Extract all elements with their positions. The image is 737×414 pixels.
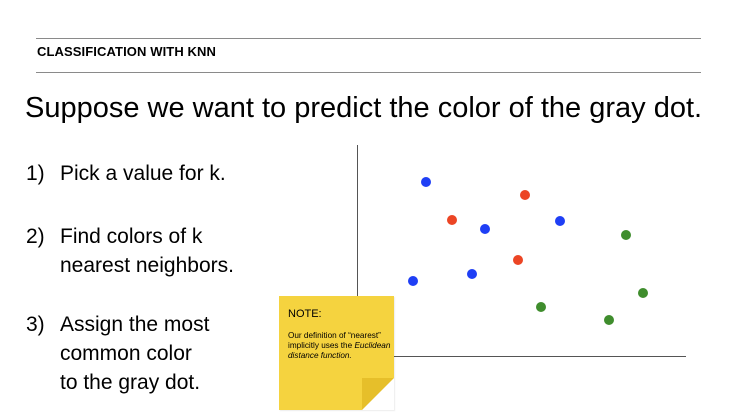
note-folded-corner	[362, 378, 394, 410]
note-title: NOTE:	[288, 308, 322, 320]
step-3-line-1: Assign the most	[60, 313, 210, 336]
green-point-4	[604, 315, 614, 325]
step-3-line-3: to the gray dot.	[60, 371, 201, 394]
slide-headline: Suppose we want to predict the color of …	[25, 92, 703, 124]
blue-point-4	[467, 269, 477, 279]
blue-point-1	[421, 177, 431, 187]
note-body-emphasis: Euclidean distance function.	[288, 341, 391, 360]
top-divider	[36, 38, 701, 39]
step-1-number: 1)	[26, 162, 45, 185]
step-2: 2) Find colors of k nearest neighbors.	[26, 222, 234, 280]
step-2-line-2: nearest neighbors.	[60, 254, 234, 277]
blue-point-2	[480, 224, 490, 234]
red-point-3	[513, 255, 523, 265]
section-label: CLASSIFICATION WITH KNN	[37, 44, 216, 59]
note-body-text: Our definition of “nearest” implicitly u…	[288, 331, 381, 350]
note-body: Our definition of “nearest” implicitly u…	[288, 331, 392, 361]
green-point-1	[621, 230, 631, 240]
step-1: 1) Pick a value for k.	[26, 159, 226, 188]
step-3-number: 3)	[26, 313, 45, 336]
red-point-2	[447, 215, 457, 225]
step-3: 3) Assign the most common color to the gr…	[26, 310, 209, 397]
blue-point-3	[555, 216, 565, 226]
step-2-line-1: Find colors of k	[60, 225, 203, 248]
step-1-line-1: Pick a value for k.	[60, 162, 226, 185]
sticky-note: NOTE: Our definition of “nearest” implic…	[279, 296, 394, 410]
data-points	[408, 177, 648, 325]
green-point-2	[638, 288, 648, 298]
red-point-1	[520, 190, 530, 200]
header-divider	[36, 72, 701, 73]
blue-point-5	[408, 276, 418, 286]
step-3-line-2: common color	[60, 342, 192, 365]
step-2-number: 2)	[26, 225, 45, 248]
green-point-3	[536, 302, 546, 312]
